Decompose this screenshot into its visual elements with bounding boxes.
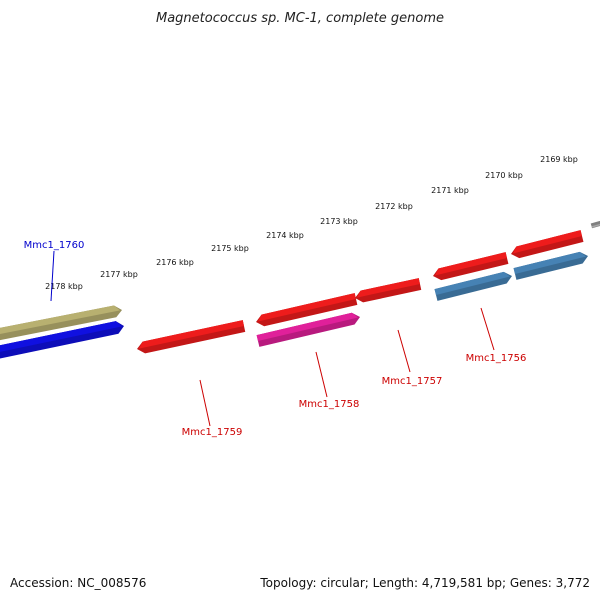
feature-Mmc1_1760-annotation[interactable] <box>0 305 122 341</box>
feature-Mmc1_1758-annotation[interactable] <box>256 312 360 347</box>
gene-label[interactable]: Mmc1_1756 <box>466 353 527 364</box>
tick-label: 2173 kbp <box>320 217 358 226</box>
feature-Mmc1_1756[interactable] <box>433 252 509 281</box>
genome-backbone <box>590 220 600 229</box>
gene-features <box>0 230 588 360</box>
gene-label[interactable]: Mmc1_1757 <box>382 376 443 387</box>
tick-label: 2169 kbp <box>540 155 578 164</box>
gene-label[interactable]: Mmc1_1760 <box>24 240 85 251</box>
feature-Mmc1_1757[interactable] <box>355 278 422 303</box>
feature-Mmc1_1756-annotation[interactable] <box>434 271 512 301</box>
feature-Mmc1_1755[interactable] <box>511 230 584 259</box>
tick-label: 2175 kbp <box>211 244 249 253</box>
feature-Mmc1_1755-annotation[interactable] <box>513 251 588 280</box>
tick-label: 2172 kbp <box>375 202 413 211</box>
feature-Mmc1_1759[interactable] <box>137 320 246 354</box>
tick-label: 2177 kbp <box>100 270 138 279</box>
topology-label: Topology: circular; Length: 4,719,581 bp… <box>260 576 590 590</box>
gene-label[interactable]: Mmc1_1758 <box>299 399 360 410</box>
tick-label: 2178 kbp <box>45 282 83 291</box>
gene-leader-line <box>397 329 411 373</box>
tick-label: 2170 kbp <box>485 171 523 180</box>
gene-leader-line <box>480 307 495 351</box>
gene-leader-line <box>199 379 211 427</box>
tick-labels: 2169 kbp 2170 kbp 2171 kbp 2172 kbp 2173 kbp… <box>45 155 578 291</box>
gene-leader-line <box>50 250 55 302</box>
tick-label: 2171 kbp <box>431 186 469 195</box>
map-title: Magnetococcus sp. MC-1, complete genome <box>156 11 444 26</box>
tick-label: 2176 kbp <box>156 258 194 267</box>
gene-labels: Mmc1_1760 Mmc1_1759 Mmc1_1758 Mmc1_1757 Mmc1… <box>24 240 527 438</box>
gene-label[interactable]: Mmc1_1759 <box>182 427 243 438</box>
feature-Mmc1_1758[interactable] <box>256 293 358 327</box>
backbone-arc <box>590 220 600 229</box>
tick-label: 2174 kbp <box>266 231 304 240</box>
gene-leader-line <box>315 351 328 398</box>
accession-label: Accession: NC_008576 <box>10 576 147 590</box>
backbone-highlight <box>591 223 600 228</box>
feature-Mmc1_1760[interactable] <box>0 321 124 360</box>
